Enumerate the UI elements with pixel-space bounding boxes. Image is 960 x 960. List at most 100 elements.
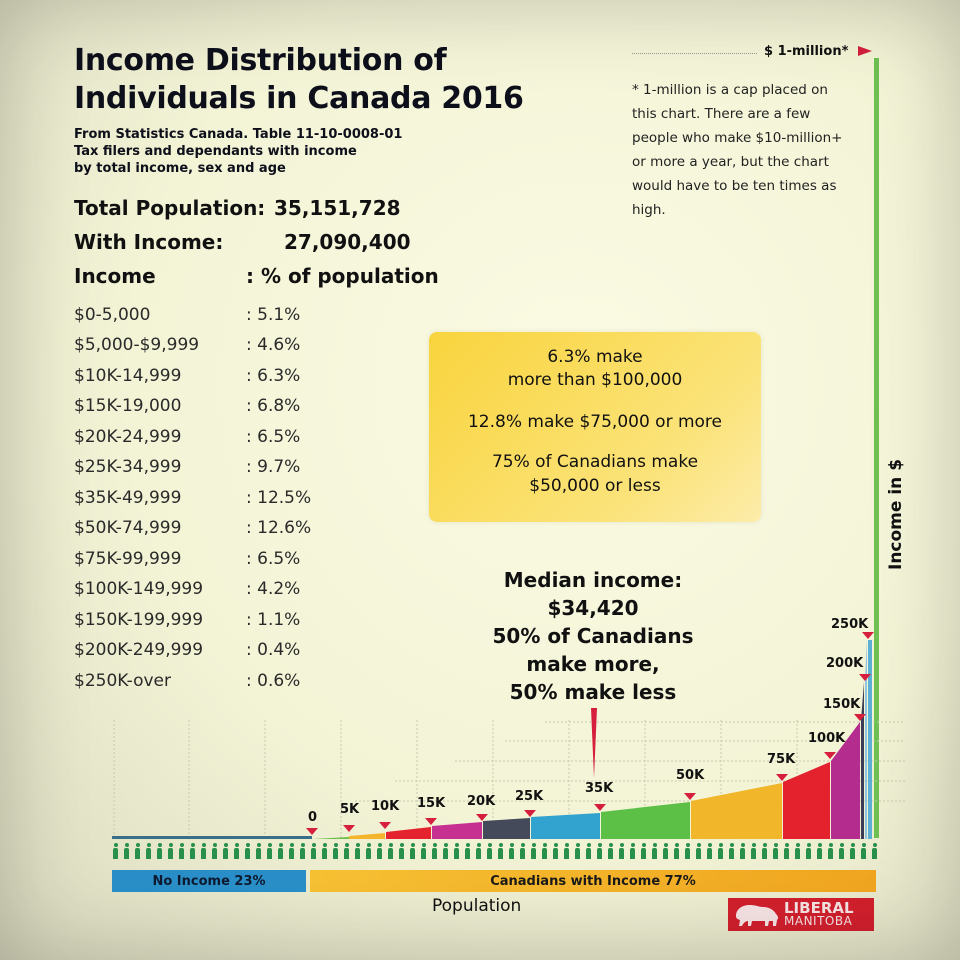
distribution-row: $20K-24,999: 6.5% [74,427,300,447]
tick-marker-icon [476,814,488,821]
with-income-label: Canadians with Income 77% [490,873,696,889]
person-icon [288,843,295,859]
person-icon [464,843,471,859]
distribution-row: $10K-14,999 : 6.3% [74,366,300,386]
cap-dotted-line [632,53,757,54]
tick-label: 25K [515,789,544,804]
person-icon [530,843,537,859]
pct-value: : 1.1% [246,610,301,630]
income-header: Income [74,264,156,288]
person-icon [717,843,724,859]
cap-footnote: * 1-million is a cap placed on this char… [632,82,843,218]
pct-value: : 6.3% [246,366,301,386]
distribution-row: $15K-19,000: 6.8% [74,396,300,416]
pct-value: : 9.7% [246,457,301,477]
distribution-row: $100K-149,999: 4.2% [74,579,300,599]
total-population-stat: Total Population: 35,151,728 [74,196,401,220]
source-subtitle: From Statistics Canada. Table 11-10-0008… [74,126,402,177]
callout-line: $50,000 or less [529,476,661,496]
with-income-label: With Income: [74,230,224,254]
segment-5k-10k [349,833,385,839]
tick-marker-icon [684,793,696,800]
person-icon [684,843,691,859]
tick-label: 250K [831,617,869,632]
person-icon [112,843,119,859]
tick-marker-icon [862,632,874,639]
pct-header: : % of population [246,264,439,288]
person-icon [343,843,350,859]
person-icon [827,843,834,859]
tick-label: 35K [585,781,614,796]
title-line-2: Individuals in Canada 2016 [74,81,524,116]
person-icon [761,843,768,859]
segment-50k-75k [691,783,782,839]
range-label: $25K-34,999 [74,457,182,477]
tick-marker-icon [776,774,788,781]
title-line-1: Income Distribution of [74,43,447,78]
distribution-row: $5,000-$9,999: 4.6% [74,335,300,355]
person-icon [519,843,526,859]
with-income-bar: Canadians with Income 77% [310,870,876,892]
person-icon [574,843,581,859]
median-pin-icon [591,708,597,778]
person-icon [365,843,372,859]
person-icon [618,843,625,859]
tick-label: 75K [767,752,796,767]
range-label: $20K-24,999 [74,427,182,447]
range-label: $150K-199,999 [74,610,204,630]
person-icon [431,843,438,859]
person-icon [475,843,482,859]
person-icon [541,843,548,859]
callout-line: 6.3% make [547,347,643,367]
person-icon [123,843,130,859]
person-icon [233,843,240,859]
person-icon [585,843,592,859]
tick-marker-icon [594,804,606,811]
person-icon [332,843,339,859]
person-icon [442,843,449,859]
person-icon [695,843,702,859]
subtitle-line-1: From Statistics Canada. Table 11-10-0008… [74,127,403,142]
person-icon [299,843,306,859]
pct-value: : 6.8% [246,396,301,416]
person-icon [310,843,317,859]
segment-35k-50k [601,802,690,839]
person-icon [211,843,218,859]
total-population-value: 35,151,728 [274,196,401,220]
segment-0-5k [313,837,349,839]
person-icon [816,843,823,859]
range-label: $0-5,000 [74,305,151,325]
person-icon [453,843,460,859]
segment-15k-20k [432,822,482,839]
range-label: $75K-99,999 [74,549,182,569]
page-title: Income Distribution of Individuals in Ca… [74,42,524,118]
segment-100k-150k [831,722,860,839]
x-axis-label: Population [432,896,522,916]
tick-label: 5K [340,802,360,817]
cap-label: $ 1-million* [764,44,849,59]
person-icon [673,843,680,859]
range-label: $10K-14,999 [74,366,182,386]
person-icon [871,843,878,859]
person-icon [277,843,284,859]
median-value: $34,420 [547,596,639,620]
person-icon [860,843,867,859]
person-icon [398,843,405,859]
person-icon [486,843,493,859]
person-icon [849,843,856,859]
tick-label: 200K [826,656,864,671]
segment-25k-35k [531,813,600,839]
distribution-row: $50K-74,999: 12.6% [74,518,311,538]
tick-marker-icon [524,810,536,817]
person-icon [134,843,141,859]
person-icon [794,843,801,859]
person-icon [629,843,636,859]
person-icon [783,843,790,859]
range-label: $250K-over [74,671,171,691]
pct-value: : 4.6% [246,335,301,355]
pct-value: : 0.6% [246,671,301,691]
logo-line-2: MANITOBA [784,913,853,928]
pct-value: : 5.1% [246,305,301,325]
